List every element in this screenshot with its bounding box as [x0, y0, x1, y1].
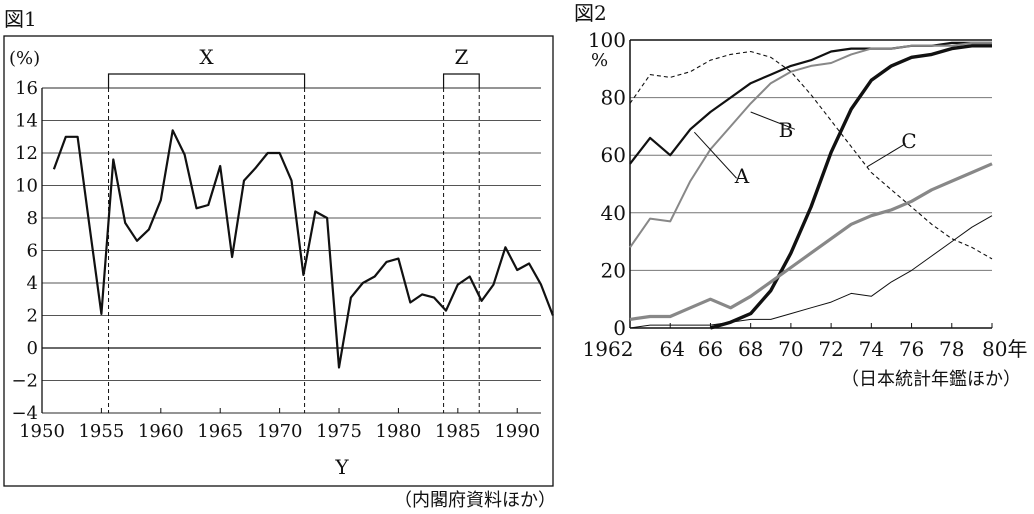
fig2-y-tick-labels: 0 20 40 60 80 100	[588, 28, 626, 340]
fig2-title: 図2	[574, 1, 607, 25]
fig1-period-bracket	[442, 73, 480, 88]
fig1-x-tick-labels: 1950 1955 1960 1965 1970 1975 1980 1985 1990	[19, 408, 540, 442]
fig2-x-tick-label: 80年	[982, 337, 1027, 361]
fig1-y-tick-label: 14	[15, 111, 38, 132]
fig2-x-tick-label: 78	[939, 337, 964, 361]
fig2-annotation-leader	[867, 143, 906, 168]
fig1-y-tick-label: −2	[11, 371, 38, 392]
fig1-y-tick-label: 4	[27, 273, 38, 294]
fig2-series-line	[629, 41, 992, 248]
fig2-series-line	[629, 41, 992, 165]
fig1-y-tick-label: 6	[27, 241, 38, 262]
fig1-y-tick-label: 8	[27, 208, 38, 229]
fig2-annotations: A B C	[693, 111, 917, 188]
fig1-period-label: Z	[454, 45, 468, 69]
fig2-annotation-label: A	[734, 164, 750, 188]
fig1-x-tick-label: 1955	[78, 421, 124, 442]
fig1-y-tick-label: 0	[27, 338, 38, 359]
fig2-y-tick-label: 60	[601, 143, 626, 167]
fig2-source-note: （日本統計年鑑ほか）	[841, 369, 1021, 390]
fig1-frame	[3, 35, 554, 487]
fig1-y-tick-label: −4	[11, 403, 38, 424]
fig2-x-tick-labels: 1962 64 66 68 70 72 74 76 78 80年	[583, 323, 1027, 361]
fig1-y-tick-labels: −4 −2 0 2 4 6 8 10 12 14 16	[11, 78, 38, 424]
fig1-x-tick-label: 1950	[19, 421, 65, 442]
fig1-growth-line	[52, 129, 554, 369]
fig2-x-tick-label: 66	[698, 337, 723, 361]
fig2-annotation-label: B	[779, 118, 794, 142]
fig2-series-line	[629, 50, 993, 260]
fig1-x-tick-label: 1975	[316, 421, 362, 442]
fig1-unit-label: (%)	[9, 48, 40, 69]
fig2-y-tick-label: 100	[588, 28, 626, 52]
fig1-x-axis-label: Y	[334, 455, 349, 479]
fig1-x-tick-label: 1990	[494, 421, 540, 442]
fig1-y-tick-label: 10	[15, 176, 38, 197]
fig1-y-tick-label: 2	[27, 306, 38, 327]
fig2-annotation-leader	[750, 111, 796, 130]
fig2-series-line	[709, 44, 992, 330]
fig2-series-lines	[629, 41, 993, 330]
fig2-x-tick-label: 64	[659, 337, 684, 361]
fig2-x-tick-label: 74	[859, 337, 884, 361]
fig2-series-line	[629, 162, 993, 321]
fig2-unit-label: %	[591, 50, 608, 71]
fig2-annotation-label: C	[901, 129, 916, 153]
fig1-x-tick-label: 1980	[376, 421, 422, 442]
fig2-x-tick-label: 72	[818, 337, 843, 361]
fig1-y-tick-label: 12	[15, 143, 38, 164]
source-note: （内閣府資料ほか）	[394, 490, 556, 511]
fig1-x-tick-label: 1965	[197, 421, 243, 442]
fig2-x-tick-label: 70	[778, 337, 803, 361]
fig2-x-tick-label: 76	[899, 337, 924, 361]
fig1-period-bracket	[107, 73, 306, 88]
fig2-gridlines	[629, 39, 992, 329]
fig2-annotation-leader	[693, 131, 737, 179]
fig2-x-tick-label: 1962	[583, 337, 634, 361]
fig2-y-tick-label: 40	[601, 201, 626, 225]
fig2-series-line	[629, 215, 993, 329]
fig1-period-label: X	[199, 45, 214, 69]
fig2-y-tick-label: 80	[601, 86, 626, 110]
fig2-x-tick-label: 68	[738, 337, 763, 361]
fig1-y-tick-label: 16	[15, 78, 38, 99]
fig2-y-tick-label: 20	[601, 258, 626, 282]
fig1-x-tick-label: 1985	[435, 421, 481, 442]
fig1-x-tick-label: 1960	[138, 421, 184, 442]
fig1-x-tick-label: 1970	[257, 421, 303, 442]
fig2-y-tick-label: 0	[613, 316, 626, 340]
fig1-title: 図1	[4, 7, 37, 31]
